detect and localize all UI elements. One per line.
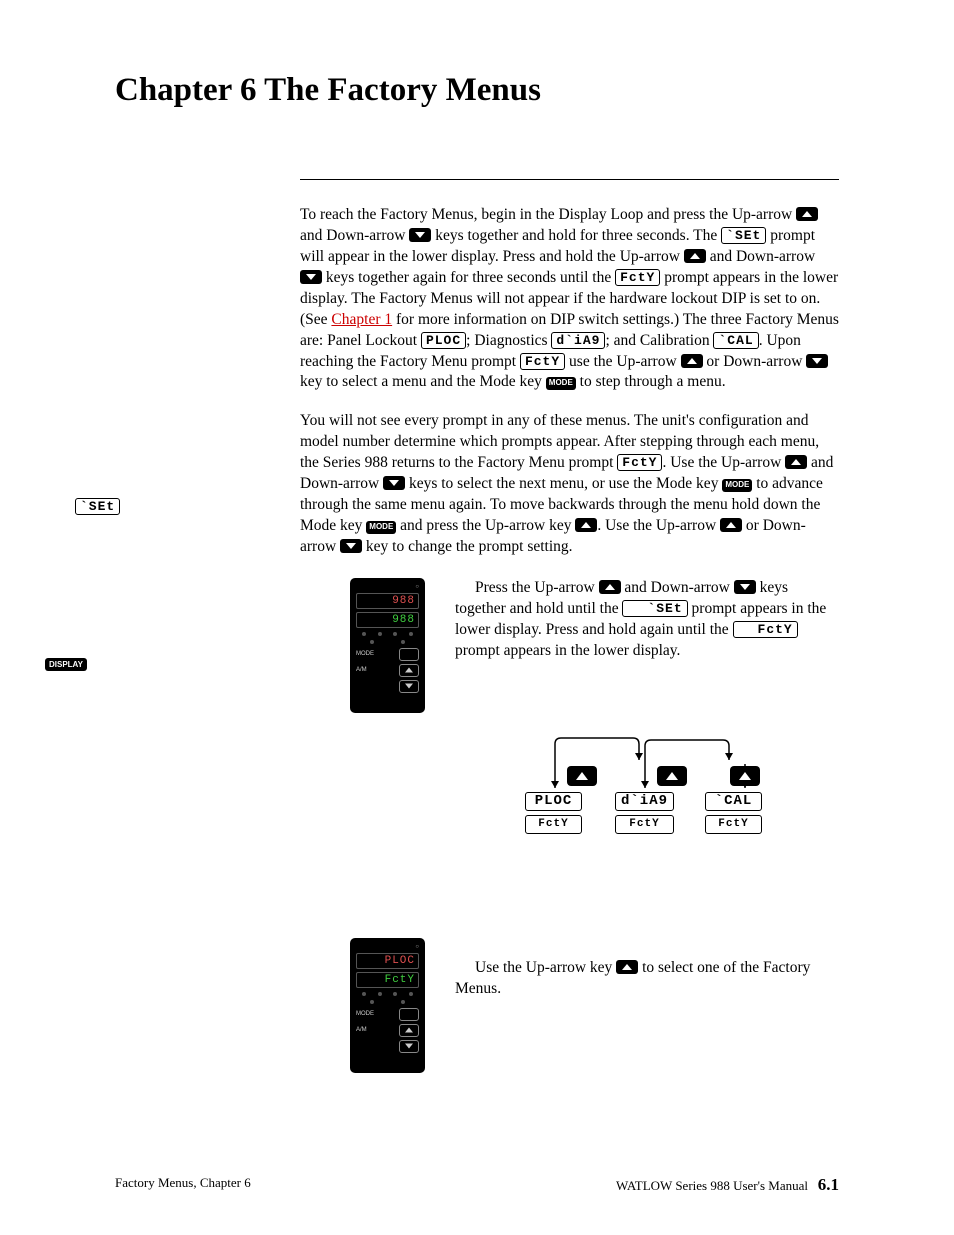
mode-key-icon: MODE (546, 377, 576, 390)
device-button-row (356, 1040, 419, 1053)
down-arrow-icon (300, 270, 322, 284)
device-header: ○ (356, 584, 419, 590)
diagram-up-key (657, 766, 687, 786)
chapter-subtitle: The Factory Menus (256, 72, 540, 108)
diag-prompt: d`iA9 (551, 332, 605, 349)
device-row-2: ○ PLOC FctY MODE A/M Use the Up-arrow ke… (300, 938, 839, 1073)
diagram-up-key (730, 766, 760, 786)
factory-menu-diagram: PLOC FctY d`iA9 FctY `CAL FctY (515, 738, 795, 858)
up-button[interactable] (399, 664, 419, 677)
device-row-1: ○ 988 988 MODE A/M Press the Up-arrow an… (300, 578, 839, 713)
down-button[interactable] (399, 1040, 419, 1053)
paragraph-1: To reach the Factory Menus, begin in the… (300, 205, 839, 393)
up-arrow-icon (616, 960, 638, 974)
fcty-prompt: FctY (615, 269, 660, 286)
device-button-row (356, 680, 419, 693)
device-button-row: MODE (356, 648, 419, 661)
ploc-prompt: PLOC (421, 332, 466, 349)
body-text-1: To reach the Factory Menus, begin in the… (300, 205, 839, 558)
footer-left: Factory Menus, Chapter 6 (115, 1175, 251, 1195)
page: Chapter 6 The Factory Menus To reach the… (0, 0, 954, 1235)
fcty-prompt: FctY (617, 454, 662, 471)
up-arrow-icon (575, 518, 597, 532)
up-arrow-icon (796, 207, 818, 221)
device-button-row: MODE (356, 1008, 419, 1021)
lower-display: FctY (356, 972, 419, 988)
margin-set-prompt: `SEt (75, 498, 120, 516)
device-instruction-1: Press the Up-arrow and Down-arrow keys t… (455, 578, 839, 662)
up-arrow-icon (681, 354, 703, 368)
indicator-dots (356, 640, 419, 644)
cal-prompt: `CAL (713, 332, 758, 349)
up-arrow-icon (720, 518, 742, 532)
down-button[interactable] (399, 680, 419, 693)
upper-display: PLOC (356, 953, 419, 969)
mode-button[interactable] (399, 648, 419, 661)
up-button[interactable] (399, 1024, 419, 1037)
chapter-number: Chapter 6 (115, 72, 256, 108)
chapter-title: Chapter 6 The Factory Menus (115, 72, 839, 109)
set-prompt: `SEt (622, 600, 687, 617)
mode-key-icon: MODE (722, 479, 752, 492)
fcty-prompt: FctY (520, 353, 565, 370)
divider (300, 179, 839, 180)
down-arrow-icon (806, 354, 828, 368)
menu-column-cal: `CAL FctY (705, 792, 762, 834)
up-arrow-icon (599, 580, 621, 594)
margin-display-marker: DISPLAY (45, 654, 87, 672)
indicator-dots (356, 632, 419, 636)
device-button-row: A/M (356, 664, 419, 677)
diagram-up-key (567, 766, 597, 786)
device-button-row: A/M (356, 1024, 419, 1037)
device-header: ○ (356, 944, 419, 950)
footer-right: WATLOW Series 988 User's Manual 6.1 (616, 1175, 839, 1195)
fcty-prompt: FctY (733, 621, 798, 638)
up-arrow-icon (785, 455, 807, 469)
mode-button[interactable] (399, 1008, 419, 1021)
down-arrow-icon (409, 228, 431, 242)
chapter-1-link[interactable]: Chapter 1 (331, 311, 392, 328)
down-arrow-icon (383, 476, 405, 490)
page-footer: Factory Menus, Chapter 6 WATLOW Series 9… (115, 1175, 839, 1195)
paragraph-2: You will not see every prompt in any of … (300, 411, 839, 557)
controller-device: ○ 988 988 MODE A/M (350, 578, 425, 713)
page-number: 6.1 (818, 1175, 839, 1194)
up-arrow-icon (684, 249, 706, 263)
device-instruction-2: Use the Up-arrow key to select one of th… (455, 938, 839, 1000)
down-arrow-icon (340, 539, 362, 553)
upper-display: 988 (356, 593, 419, 609)
menu-column-ploc: PLOC FctY (525, 792, 582, 834)
indicator-dots (356, 1000, 419, 1004)
down-arrow-icon (734, 580, 756, 594)
controller-device: ○ PLOC FctY MODE A/M (350, 938, 425, 1073)
set-prompt: `SEt (721, 227, 766, 244)
menu-column-diag: d`iA9 FctY (615, 792, 674, 834)
lower-display: 988 (356, 612, 419, 628)
mode-key-icon: MODE (366, 521, 396, 534)
indicator-dots (356, 992, 419, 996)
